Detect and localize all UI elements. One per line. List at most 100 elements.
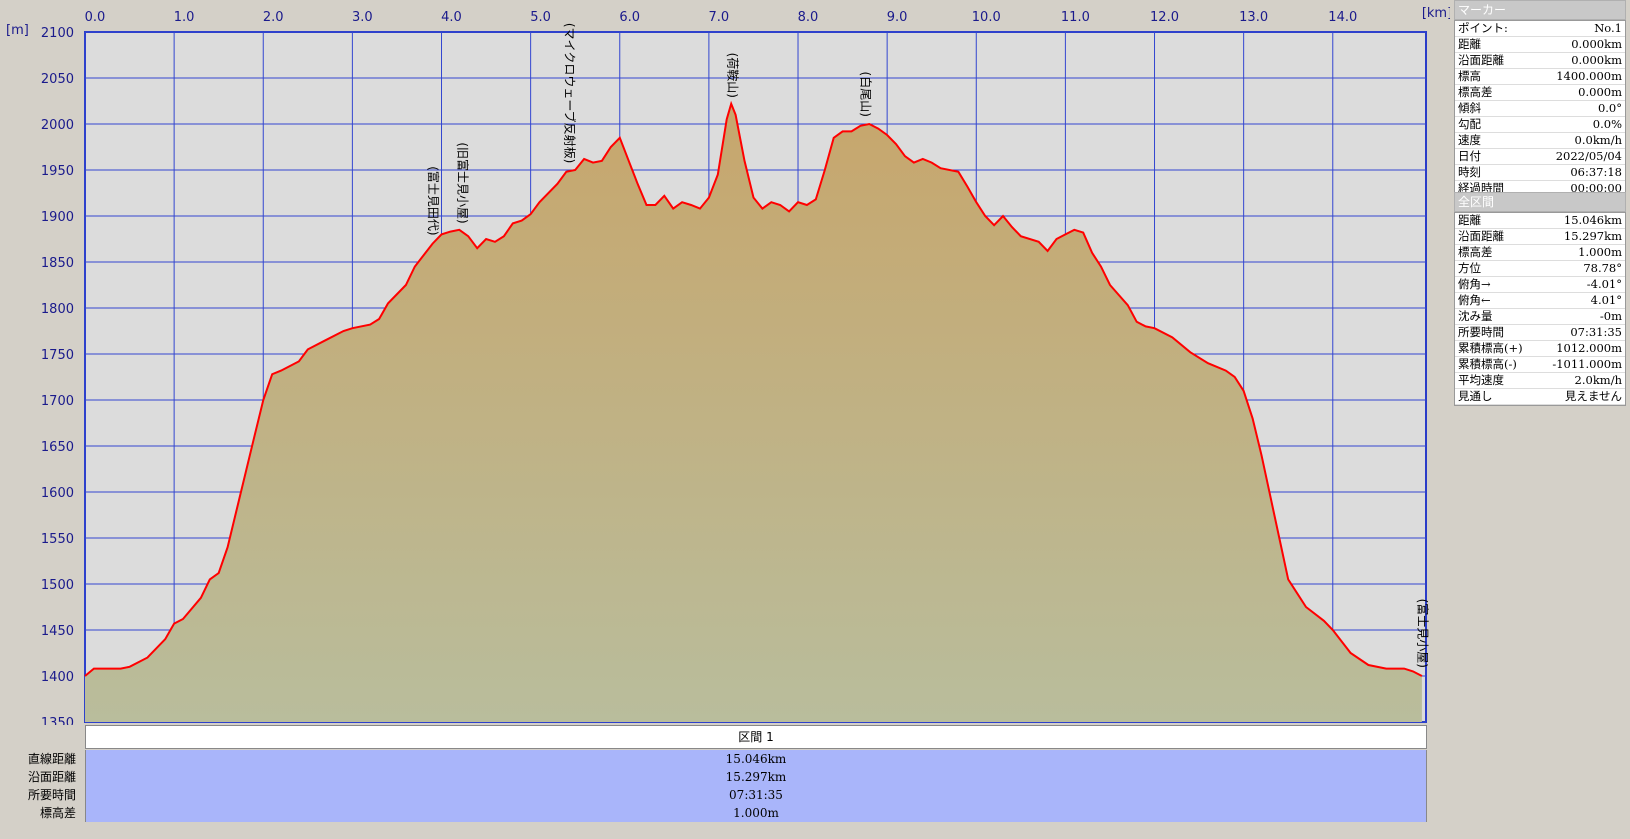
y-unit: [m] bbox=[6, 23, 29, 38]
row-value: 2022/05/04 bbox=[1555, 149, 1622, 163]
row-label: 所要時間 bbox=[1458, 325, 1504, 339]
row-value: 00:00:00 bbox=[1570, 181, 1622, 195]
panel-row: 標高差 1.000m bbox=[1455, 245, 1625, 261]
panel-header: 全区間 bbox=[1454, 192, 1626, 212]
row-label: 見通し bbox=[1458, 389, 1493, 403]
panel-row: 勾配 0.0% bbox=[1455, 117, 1625, 133]
x-tick-label: 2.0 bbox=[263, 10, 284, 25]
panel-table: 距離 15.046km 沿面距離 15.297km 標高差 1.000m 方位 78.78° 俯… bbox=[1454, 212, 1626, 406]
y-tick-label: 1900 bbox=[41, 210, 74, 225]
row-value: 06:37:18 bbox=[1570, 165, 1622, 179]
row-value: 0.000km bbox=[1571, 53, 1622, 67]
y-tick-label: 1650 bbox=[41, 440, 74, 455]
row-label: ポイント: bbox=[1458, 21, 1508, 35]
panel-row: 沿面距離 15.297km bbox=[1455, 229, 1625, 245]
panel-row: 方位 78.78° bbox=[1455, 261, 1625, 277]
row-label: 日付 bbox=[1458, 149, 1481, 163]
row-label: 沈み量 bbox=[1458, 309, 1493, 323]
row-label: 標高 bbox=[1458, 69, 1481, 83]
peak-annotation: (旧富士見小屋) bbox=[456, 142, 470, 223]
y-tick-label: 1500 bbox=[41, 578, 74, 593]
peak-annotation: (富士見小屋) bbox=[1415, 599, 1429, 668]
row-label: 累積標高(-) bbox=[1458, 357, 1517, 371]
x-tick-label: 11.0 bbox=[1061, 10, 1090, 25]
row-value: 0.0° bbox=[1597, 101, 1622, 115]
row-label: 所要時間 bbox=[27, 788, 76, 802]
row-label: 直線距離 bbox=[27, 752, 76, 766]
panel-row: 累積標高(-) -1011.000m bbox=[1455, 357, 1625, 373]
row-label: 沿面距離 bbox=[27, 770, 76, 784]
x-tick-label: 10.0 bbox=[972, 10, 1001, 25]
row-value: 1.000m bbox=[1578, 245, 1622, 259]
x-tick-label: 6.0 bbox=[619, 10, 640, 25]
x-tick-label: 5.0 bbox=[530, 10, 551, 25]
row-value: 1012.000m bbox=[1556, 341, 1622, 355]
y-tick-label: 1550 bbox=[41, 532, 74, 547]
row-label: 標高差 bbox=[39, 806, 76, 820]
row-label: 速度 bbox=[1458, 133, 1481, 147]
peak-annotation: (マイクロウェーブ反射板) bbox=[562, 23, 577, 163]
y-tick-label: 1450 bbox=[41, 624, 74, 639]
y-tick-label: 2100 bbox=[41, 26, 74, 41]
row-value: 0.000m bbox=[1578, 85, 1622, 99]
row-value: 07:31:35 bbox=[85, 786, 1427, 804]
x-tick-label: 7.0 bbox=[709, 10, 730, 25]
panel-row: 速度 0.0km/h bbox=[1455, 133, 1625, 149]
elevation-line bbox=[84, 100, 1423, 677]
y-tick-label: 2050 bbox=[41, 72, 74, 87]
panel-row: 見通し 見えません bbox=[1455, 389, 1625, 405]
row-label: 経過時間 bbox=[1458, 181, 1504, 195]
y-tick-label: 1950 bbox=[41, 164, 74, 179]
row-label: 沿面距離 bbox=[1458, 53, 1504, 67]
elevation-area bbox=[85, 103, 1422, 723]
y-tick-label: 1700 bbox=[41, 394, 74, 409]
y-tick-label: 2000 bbox=[41, 118, 74, 133]
row-value: 0.0km/h bbox=[1574, 133, 1622, 147]
row-value: -0m bbox=[1599, 309, 1622, 323]
row-label: 距離 bbox=[1458, 213, 1481, 227]
panel-row: 俯角← 4.01° bbox=[1455, 293, 1625, 309]
row-label: 方位 bbox=[1458, 261, 1481, 275]
y-tick-label: 1350 bbox=[41, 716, 74, 725]
y-tick-label: 1850 bbox=[41, 256, 74, 271]
x-tick-label: 3.0 bbox=[352, 10, 373, 25]
row-value: 1400.000m bbox=[1556, 69, 1622, 83]
row-value: 78.78° bbox=[1583, 261, 1622, 275]
row-label: 時刻 bbox=[1458, 165, 1481, 179]
y-tick-label: 1400 bbox=[41, 670, 74, 685]
section-panel: 全区間 距離 15.046km 沿面距離 15.297km 標高差 1.000m 方位 78.7… bbox=[1454, 192, 1626, 406]
panel-row: 沈み量 -0m bbox=[1455, 309, 1625, 325]
row-value: 15.046km bbox=[1563, 213, 1622, 227]
row-value: 15.297km bbox=[85, 768, 1427, 786]
row-label: 沿面距離 bbox=[1458, 229, 1504, 243]
panel-row: 日付 2022/05/04 bbox=[1455, 149, 1625, 165]
marker-panel: マーカー ポイント: No.1 距離 0.000km 沿面距離 0.000km 標高 1400.… bbox=[1454, 0, 1626, 198]
panel-row: 距離 0.000km bbox=[1455, 37, 1625, 53]
marks bbox=[84, 100, 1423, 723]
row-label: 標高差 bbox=[1458, 245, 1493, 259]
row-value: 1.000m bbox=[85, 804, 1427, 822]
panel-row: 距離 15.046km bbox=[1455, 213, 1625, 229]
row-label: 俯角← bbox=[1458, 293, 1491, 307]
row-value: -1011.000m bbox=[1552, 357, 1622, 371]
panel-row: 沿面距離 0.000km bbox=[1455, 53, 1625, 69]
row-value: 4.01° bbox=[1590, 293, 1622, 307]
panel-row: ポイント: No.1 bbox=[1455, 21, 1625, 37]
row-value: 15.297km bbox=[1563, 229, 1622, 243]
panel-header: マーカー bbox=[1454, 0, 1626, 20]
x-tick-label: 12.0 bbox=[1150, 10, 1179, 25]
peak-annotation: (富士見田代) bbox=[426, 166, 440, 235]
row-label: 距離 bbox=[1458, 37, 1481, 51]
section-header: 区間 1 bbox=[85, 725, 1427, 749]
row-value: 07:31:35 bbox=[1570, 325, 1622, 339]
row-value: 見えません bbox=[1564, 389, 1622, 403]
x-tick-label: 0.0 bbox=[85, 10, 106, 25]
y-tick-label: 1600 bbox=[41, 486, 74, 501]
panel-row: 時刻 06:37:18 bbox=[1455, 165, 1625, 181]
row-value: 0.000km bbox=[1571, 37, 1622, 51]
row-label: 累積標高(+) bbox=[1458, 341, 1523, 355]
x-tick-label: 13.0 bbox=[1239, 10, 1268, 25]
row-label: 標高差 bbox=[1458, 85, 1493, 99]
panel-row: 平均速度 2.0km/h bbox=[1455, 373, 1625, 389]
x-tick-label: 9.0 bbox=[887, 10, 908, 25]
